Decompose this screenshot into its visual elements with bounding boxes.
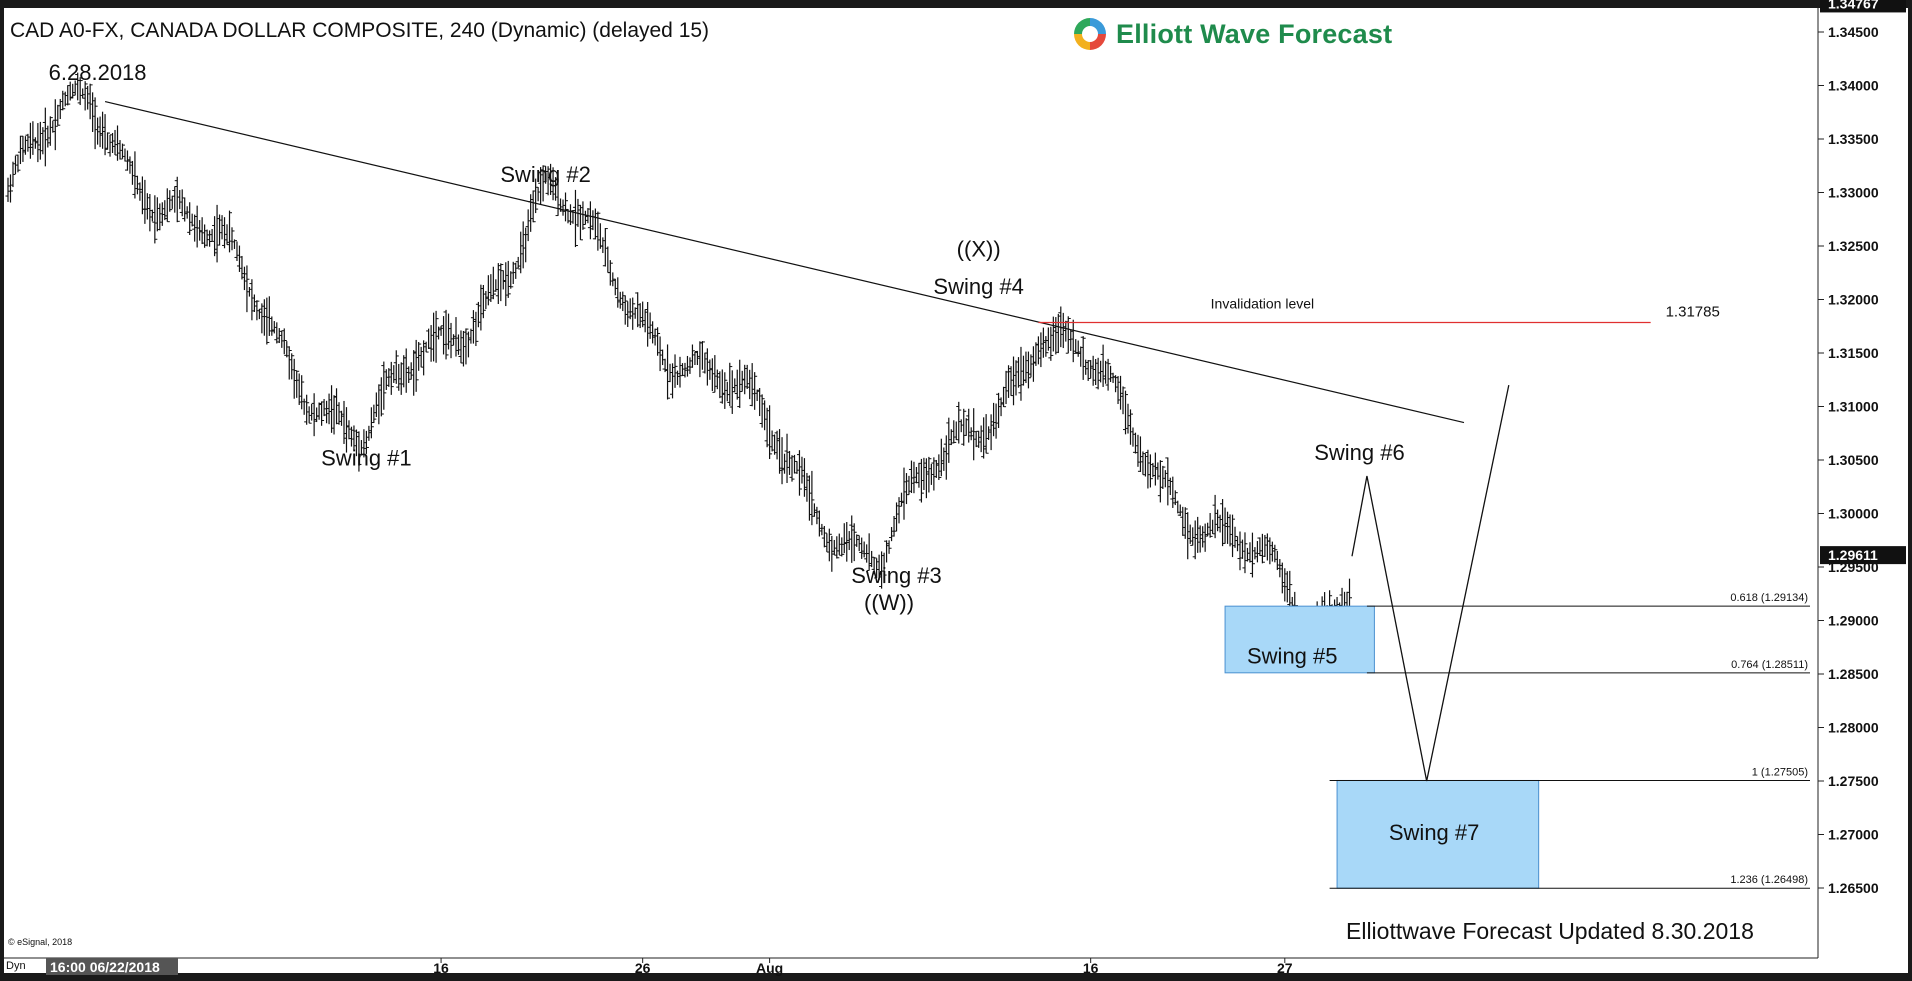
- y-tick-label: 1.34500: [1828, 24, 1879, 40]
- wave-label: ((X)): [957, 237, 1001, 262]
- wave-label: Swing #1: [321, 445, 412, 470]
- wave-label: Swing #7: [1389, 820, 1480, 845]
- y-tick-label: 1.33000: [1828, 185, 1879, 201]
- right-border: [1908, 0, 1912, 981]
- wave-label: Swing #3: [851, 563, 942, 588]
- bottom-border: [0, 973, 1912, 981]
- price-tag-label: 1.29611: [1828, 547, 1878, 563]
- dyn-label: Dyn: [6, 960, 26, 972]
- y-axis: 1.34500 1.34000 1.33500 1.33000 1.32500 1.320…: [1818, 0, 1906, 896]
- overlays: Invalidation level 1.31785 0.618 (1.29134)…: [104, 100, 1810, 889]
- logo: Elliott Wave Forecast: [1072, 14, 1392, 54]
- wave-annotations: 6.28.2018 Swing #1 Swing #2 ((X)) Swing #4 Sw…: [49, 60, 1480, 845]
- y-tick-label: 1.29000: [1828, 613, 1879, 629]
- fib-level-label: 0.618 (1.29134): [1730, 592, 1808, 604]
- y-tick-label: 1.30000: [1828, 506, 1879, 522]
- price-tag-box: [1820, 546, 1906, 565]
- y-tick-label: 1.33500: [1828, 131, 1879, 147]
- y-tick-label: 1.27000: [1828, 827, 1879, 843]
- cursor-time-box: [46, 958, 178, 975]
- top-border: [0, 0, 1912, 8]
- elliott-wave-forecast-logo-icon: [1074, 18, 1106, 50]
- y-tick-label: 1.28000: [1828, 720, 1879, 736]
- price-tag-label: 1.34767: [1828, 0, 1879, 11]
- y-tick-label: 1.26500: [1828, 880, 1879, 896]
- invalidation-label: Invalidation level: [1211, 296, 1315, 312]
- copyright-text: © eSignal, 2018: [8, 937, 72, 947]
- trendline: [104, 100, 1465, 424]
- cursor-time-label: 16:00 06/22/2018: [50, 959, 160, 975]
- x-tick-label: 27: [1277, 960, 1293, 976]
- x-tick-label: 26: [635, 960, 651, 976]
- y-tick-label: 1.34000: [1828, 78, 1879, 94]
- fib-level-label: 0.764 (1.28511): [1731, 659, 1808, 671]
- y-tick-label: 1.32000: [1828, 292, 1879, 308]
- y-tick-label: 1.28500: [1828, 666, 1879, 682]
- wave-label: 6.28.2018: [49, 60, 147, 85]
- wave-label: Swing #6: [1314, 440, 1405, 465]
- fib-level-label: 1.236 (1.26498): [1730, 874, 1808, 886]
- footer-updated-text: Elliottwave Forecast Updated 8.30.2018: [1346, 918, 1754, 944]
- x-tick-label: 16: [1083, 960, 1099, 976]
- chart-title: CAD A0-FX, CANADA DOLLAR COMPOSITE, 240 …: [10, 19, 709, 42]
- logo-text: Elliott Wave Forecast: [1116, 18, 1393, 49]
- fib-target-box: [1336, 779, 1540, 889]
- wave-label: ((W)): [864, 590, 914, 615]
- y-tick-label: 1.27500: [1828, 773, 1879, 789]
- wave-label: Swing #5: [1247, 643, 1338, 668]
- x-tick-label: Aug: [756, 960, 783, 976]
- projection-path: [1351, 384, 1510, 782]
- x-tick-label: 16: [433, 960, 449, 976]
- price-bars: [5, 72, 1353, 658]
- left-border: [0, 0, 4, 981]
- y-tick-label: 1.31000: [1828, 399, 1879, 415]
- wave-label: Swing #4: [933, 274, 1024, 299]
- fib-target-box: [1224, 605, 1375, 674]
- x-axis: 16 26 Aug 16 27: [433, 958, 1293, 976]
- y-tick-label: 1.30500: [1828, 452, 1879, 468]
- wave-label: Swing #2: [500, 162, 591, 187]
- fib-level-label: 1 (1.27505): [1752, 766, 1808, 778]
- y-tick-label: 1.32500: [1828, 238, 1879, 254]
- invalidation-value: 1.31785: [1666, 304, 1720, 321]
- y-tick-label: 1.31500: [1828, 345, 1879, 361]
- price-tag-box: [1820, 0, 1906, 13]
